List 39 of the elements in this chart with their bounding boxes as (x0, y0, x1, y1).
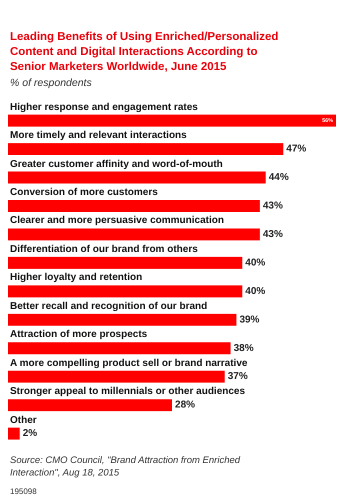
y-tick-label: Stronger appeal to millennials or other audiences (10, 386, 246, 397)
data-label: 39% (239, 314, 260, 326)
y-tick-label: Other (10, 415, 37, 426)
bar (8, 143, 284, 156)
bar (8, 342, 231, 354)
y-tick-label: Clearer and more persuasive communication (10, 215, 224, 226)
data-label: 43% (262, 200, 283, 212)
data-label: 43% (262, 228, 283, 240)
bar (8, 256, 242, 269)
data-label: 40% (245, 286, 266, 297)
data-label: 47% (286, 144, 306, 155)
y-tick-label: Conversion of more customers (10, 187, 158, 198)
data-label: 37% (228, 371, 248, 382)
chart-subtitle: % of respondents (10, 77, 92, 89)
bar (8, 114, 336, 127)
data-label: 40% (245, 257, 266, 268)
bar (8, 172, 266, 184)
y-tick-label: Better recall and recognition of our brand (10, 301, 208, 312)
y-tick-label: Higher loyalty and retention (10, 272, 142, 283)
y-tick-label: Differentiation of our brand from others (10, 244, 198, 255)
bar (8, 314, 236, 326)
bar (8, 200, 260, 212)
bar (8, 228, 260, 240)
bar (8, 399, 172, 412)
y-tick-label: Greater customer affinity and word-of-mouth (10, 159, 223, 170)
data-label: 44% (268, 172, 289, 184)
bar (8, 428, 20, 440)
y-tick-label: A more compelling product sell or brand narrative (10, 358, 248, 369)
bar (8, 370, 225, 383)
data-label: 28% (175, 400, 196, 411)
y-tick-label: More timely and relevant interactions (10, 130, 188, 141)
source-note: Source: CMO Council, "Brand Attraction from Enriched Interaction", Aug 18, 2015 (10, 455, 241, 478)
data-label: 38% (234, 342, 254, 354)
text: 195098 (10, 487, 38, 496)
bar (8, 285, 242, 298)
y-tick-label: Attraction of more prospects (10, 329, 148, 340)
chart-title: Leading Benefits of Using Enriched/Personalized Content and Digital Interactions According to Senior Marketers Worldwide, June 2015 (10, 31, 278, 73)
y-tick-label: Higher response and engagement rates (10, 102, 198, 113)
data-label: 2% (22, 428, 38, 440)
